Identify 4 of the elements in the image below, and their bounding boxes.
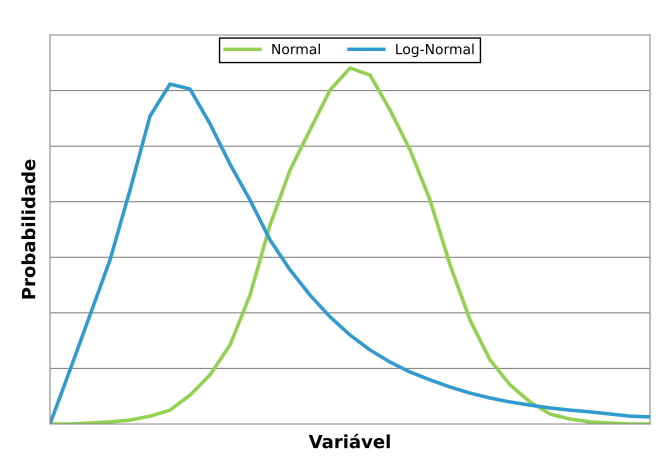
legend-label: Log-Normal xyxy=(396,44,474,58)
x-axis-title: Variável xyxy=(308,434,390,448)
y-axis-title: Probabilidade xyxy=(21,160,36,299)
legend-label: Normal xyxy=(272,44,320,54)
